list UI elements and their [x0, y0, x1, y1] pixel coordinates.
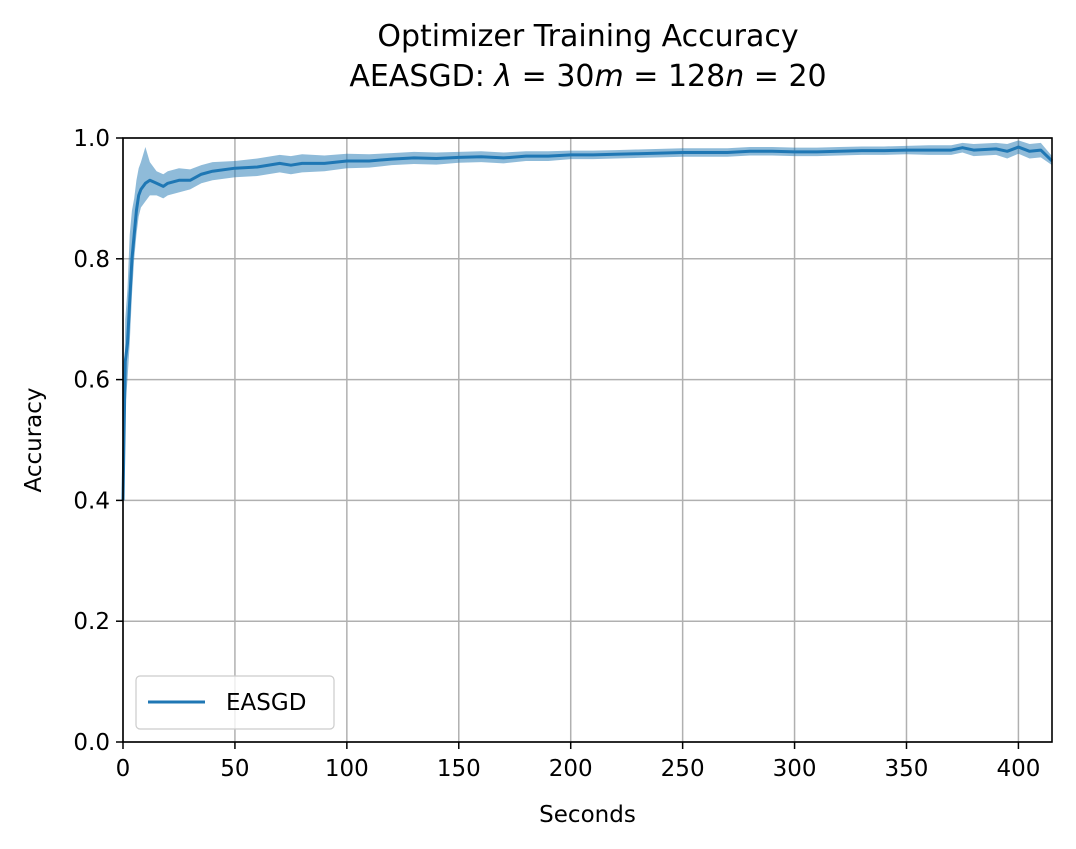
- x-tick-label: 200: [549, 756, 593, 782]
- legend-label-easgd: EASGD: [226, 690, 306, 716]
- x-tick-label: 350: [885, 756, 929, 782]
- subtitle-prefix: AEASGD:: [349, 59, 494, 94]
- x-tick-label: 150: [437, 756, 481, 782]
- plot-frame: [122, 137, 1053, 743]
- x-axis-label: Seconds: [539, 802, 636, 828]
- x-tick-label: 0: [116, 756, 131, 782]
- x-tick-label: 300: [773, 756, 817, 782]
- subtitle-n-value: = 20: [744, 59, 826, 94]
- subtitle-n-symbol: n: [725, 59, 744, 94]
- x-axis-ticks: 0 50 100 150 200 250 300 350 400: [116, 742, 1040, 782]
- x-tick-label: 100: [325, 756, 369, 782]
- subtitle-m-symbol: m: [595, 59, 624, 94]
- confidence-band-layer: [123, 140, 1052, 525]
- y-tick-label: 0.0: [73, 730, 110, 756]
- x-tick-label: 250: [661, 756, 705, 782]
- y-tick-label: 0.6: [73, 368, 110, 394]
- subtitle-m-value: = 128: [624, 59, 725, 94]
- x-tick-label: 50: [220, 756, 249, 782]
- series-band-easgd: [123, 140, 1052, 525]
- series-line-easgd: [121, 145, 1054, 501]
- chart-title: Optimizer Training Accuracy: [377, 19, 798, 54]
- y-tick-label: 0.8: [73, 247, 110, 273]
- legend-box: [135, 675, 335, 730]
- y-tick-label: 1.0: [73, 126, 110, 152]
- y-tick-label: 0.2: [73, 609, 110, 635]
- chart-subtitle: AEASGD: λ = 30m = 128n = 20: [349, 59, 826, 94]
- legend: EASGD: [135, 675, 335, 730]
- x-tick-label: 400: [996, 756, 1040, 782]
- subtitle-lambda-symbol: λ: [492, 59, 512, 94]
- y-tick-label: 0.4: [73, 488, 110, 514]
- subtitle-lambda-value: = 30: [512, 59, 594, 94]
- y-axis-label: Accuracy: [21, 387, 47, 492]
- y-axis-ticks: 0.0 0.2 0.4 0.6 0.8 1.0: [73, 126, 123, 756]
- series-line-layer: [121, 145, 1054, 501]
